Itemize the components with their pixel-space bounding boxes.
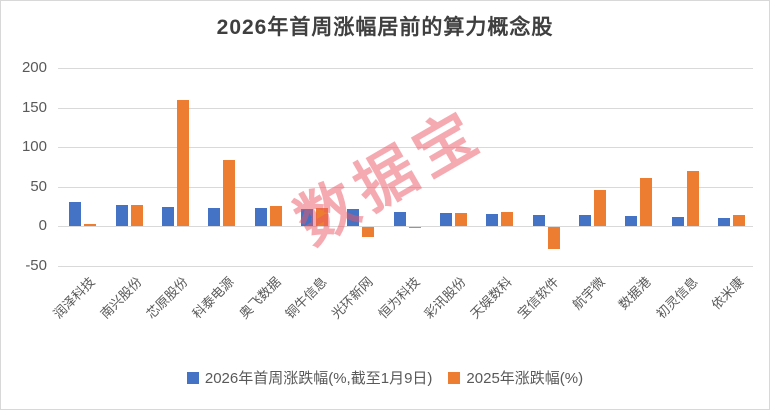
gridline-50 <box>58 186 753 188</box>
bar-orange-天娱数科 <box>501 211 514 226</box>
page-title: 2026年首周涨幅居前的算力概念股 <box>216 16 554 39</box>
y-tick-label: 200 <box>21 59 47 76</box>
bar-orange-润泽科技 <box>84 224 97 226</box>
bar-orange-初灵信息 <box>686 170 699 226</box>
legend: 2026年首周涨跌幅(%,截至1月9日) 2025年涨跌幅(%) <box>1 367 769 388</box>
bar-blue-初灵信息 <box>671 216 684 226</box>
legend-label: 2025年涨跌幅(%) <box>466 370 584 387</box>
bar-orange-彩讯股份 <box>454 213 467 226</box>
watermark-text: 数据宝 <box>284 96 495 257</box>
bar-blue-南兴股份 <box>115 204 128 226</box>
bar-orange-南兴股份 <box>130 205 143 226</box>
bar-orange-奥飞数据 <box>269 206 282 226</box>
y-tick-label: 100 <box>21 138 47 155</box>
bar-orange-铜牛信息 <box>315 207 328 226</box>
bar-orange-恒为科技 <box>408 227 421 228</box>
bar-orange-科泰电源 <box>223 160 236 226</box>
bar-blue-润泽科技 <box>69 202 82 226</box>
bar-orange-数据港 <box>640 177 653 226</box>
bar-blue-天娱数科 <box>486 214 499 226</box>
y-tick-label: -50 <box>25 256 47 274</box>
bar-blue-铜牛信息 <box>300 208 313 226</box>
bar-blue-芯原股份 <box>161 207 174 226</box>
bar-blue-航宇微 <box>578 214 591 226</box>
y-tick-label: 0 <box>38 217 47 234</box>
gridline--50 <box>58 265 753 267</box>
gridline-200 <box>58 68 753 69</box>
legend-item-1: 2025年涨跌幅(%) <box>448 367 583 388</box>
gridline-150 <box>58 107 753 109</box>
bar-blue-奥飞数据 <box>254 207 267 226</box>
bar-orange-航宇微 <box>593 190 606 226</box>
bar-blue-恒为科技 <box>393 211 406 226</box>
y-tick-label: 150 <box>21 98 47 116</box>
y-tick-label: 50 <box>30 177 47 195</box>
bar-blue-彩讯股份 <box>439 212 452 226</box>
gridline-100 <box>58 147 753 148</box>
legend-item-0: 2026年首周涨跌幅(%,截至1月9日) <box>186 367 433 388</box>
legend-swatch-icon <box>186 371 199 384</box>
bar-blue-数据港 <box>625 215 638 226</box>
bar-orange-宝信软件 <box>547 227 560 250</box>
gridline-0 <box>58 226 753 227</box>
bar-blue-光环新网 <box>347 209 360 226</box>
legend-label: 2026年首周涨跌幅(%,截至1月9日) <box>204 370 433 387</box>
bar-blue-宝信软件 <box>532 214 545 226</box>
bar-orange-光环新网 <box>362 227 375 238</box>
bar-blue-依米康 <box>717 218 730 226</box>
bar-orange-依米康 <box>732 214 745 226</box>
bar-blue-科泰电源 <box>208 207 221 226</box>
legend-swatch-icon <box>448 371 461 384</box>
bar-orange-芯原股份 <box>176 99 189 226</box>
